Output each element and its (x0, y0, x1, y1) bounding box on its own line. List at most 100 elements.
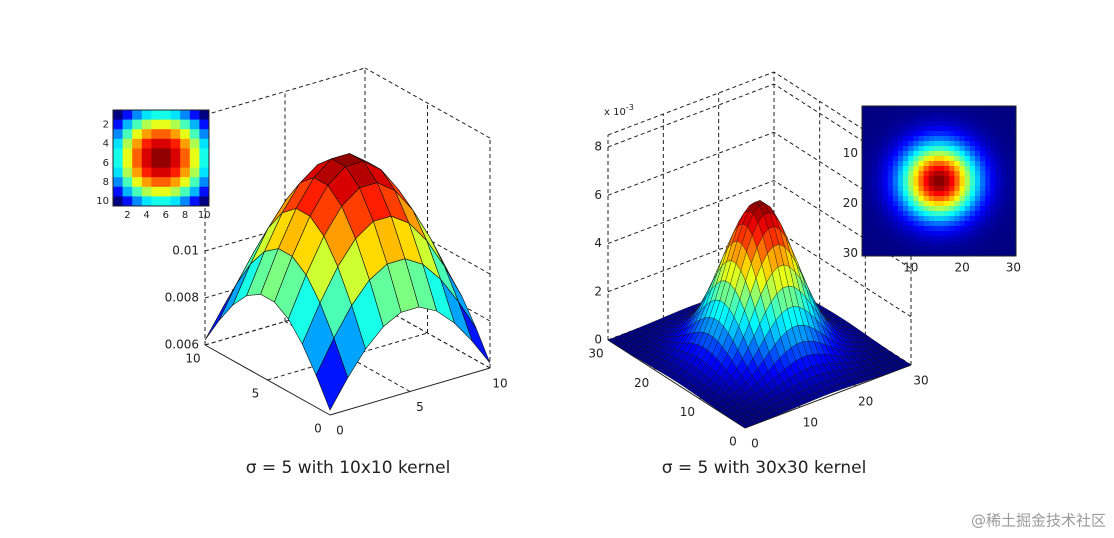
heatmap-cell (862, 126, 868, 132)
heatmap-cell (980, 106, 986, 112)
heatmap-cell (954, 136, 960, 142)
heatmap-cell (944, 146, 950, 152)
heatmap-cell (985, 136, 991, 142)
heatmap-cell (928, 156, 935, 162)
heatmap-cell (897, 106, 904, 112)
heatmap-cell (959, 186, 966, 192)
heatmap-cell (944, 141, 950, 147)
heatmap-cell (990, 181, 996, 187)
heatmap-cell (1010, 201, 1017, 207)
heatmap-cell (877, 116, 883, 122)
heatmap-cell (113, 177, 123, 188)
heatmap-cell (1000, 126, 1007, 132)
heatmap-cell (980, 186, 986, 192)
x-tick-label: 5 (416, 400, 424, 414)
inset-y-tick-label: 4 (103, 139, 109, 150)
heatmap-cell (954, 106, 960, 112)
heatmap-cell (944, 161, 950, 167)
heatmap-cell (141, 148, 152, 159)
heatmap-cell (913, 141, 919, 147)
heatmap-cell (913, 221, 919, 227)
heatmap-cell (923, 186, 930, 192)
heatmap-cell (877, 191, 883, 197)
heatmap-cell (151, 138, 162, 149)
heatmap-cell (944, 226, 950, 232)
heatmap-cell (180, 119, 191, 130)
heatmap-cell (995, 201, 1001, 207)
heatmap-cell (944, 201, 950, 207)
heatmap-cell (877, 106, 883, 112)
heatmap-cell (1005, 146, 1012, 152)
heatmap-cell (1000, 176, 1007, 182)
heatmap-cell (170, 119, 181, 130)
heatmap-cell (872, 161, 878, 167)
heatmap-cell (918, 126, 924, 132)
heatmap-cell (892, 111, 899, 117)
heatmap-cell (1005, 191, 1012, 197)
heatmap-cell (933, 121, 940, 127)
heatmap-cell (990, 121, 996, 127)
heatmap-cell (969, 201, 976, 207)
heatmap-cell (170, 177, 181, 188)
heatmap-cell (872, 206, 878, 212)
heatmap-cell (954, 141, 960, 147)
heatmap-cell (959, 146, 966, 152)
heatmap-cell (964, 196, 971, 202)
heatmap-cell (939, 231, 945, 237)
heatmap-cell (122, 119, 133, 130)
heatmap-cell (974, 146, 981, 152)
heatmap-cell (985, 226, 991, 232)
heatmap-cell (985, 131, 991, 137)
heatmap-cell (990, 211, 996, 217)
heatmap-cell (954, 176, 960, 182)
heatmap-cell (974, 131, 981, 137)
heatmap-cell (964, 246, 971, 252)
heatmap-cell (882, 241, 889, 247)
heatmap-cell (867, 181, 873, 187)
heatmap-cell (887, 251, 894, 257)
heatmap-cell (939, 176, 945, 182)
heatmap-cell (949, 166, 955, 172)
heatmap-cell (954, 111, 960, 117)
heatmap-cell (862, 171, 868, 177)
heatmap-cell (892, 191, 899, 197)
heatmap-cell (877, 236, 883, 242)
heatmap-cell (928, 206, 935, 212)
heatmap-cell (928, 236, 935, 242)
heatmap-cell (882, 221, 889, 227)
heatmap-cell (1010, 211, 1017, 217)
heatmap-cell (980, 246, 986, 252)
heatmap-cell (892, 151, 899, 157)
heatmap-cell (1000, 196, 1007, 202)
heatmap-cell (180, 138, 191, 149)
heatmap-cell (964, 241, 971, 247)
heatmap-cell (964, 201, 971, 207)
heatmap-cell (974, 166, 981, 172)
heatmap-cell (944, 106, 950, 112)
heatmap-cell (151, 110, 162, 120)
heatmap-cell (877, 246, 883, 252)
heatmap-cell (933, 236, 940, 242)
heatmap-cell (995, 241, 1001, 247)
heatmap-cell (969, 241, 976, 247)
heatmap-cell (882, 231, 889, 237)
heatmap-cell (990, 201, 996, 207)
heatmap-cell (939, 171, 945, 177)
heatmap-cell (949, 201, 955, 207)
heatmap-cell (872, 241, 878, 247)
heatmap-cell (949, 186, 955, 192)
heatmap-cell (903, 111, 909, 117)
heatmap-cell (913, 196, 919, 202)
heatmap-cell (887, 191, 894, 197)
heatmap-cell (928, 161, 935, 167)
heatmap-cell (995, 176, 1001, 182)
heatmap-cell (954, 181, 960, 187)
heatmap-cell (964, 151, 971, 157)
heatmap-cell (1000, 181, 1007, 187)
heatmap-cell (1010, 176, 1017, 182)
heatmap-cell (1005, 131, 1012, 137)
heatmap-cell (887, 121, 894, 127)
heatmap-cell (867, 121, 873, 127)
heatmap-cell (877, 131, 883, 137)
heatmap-cell (964, 146, 971, 152)
